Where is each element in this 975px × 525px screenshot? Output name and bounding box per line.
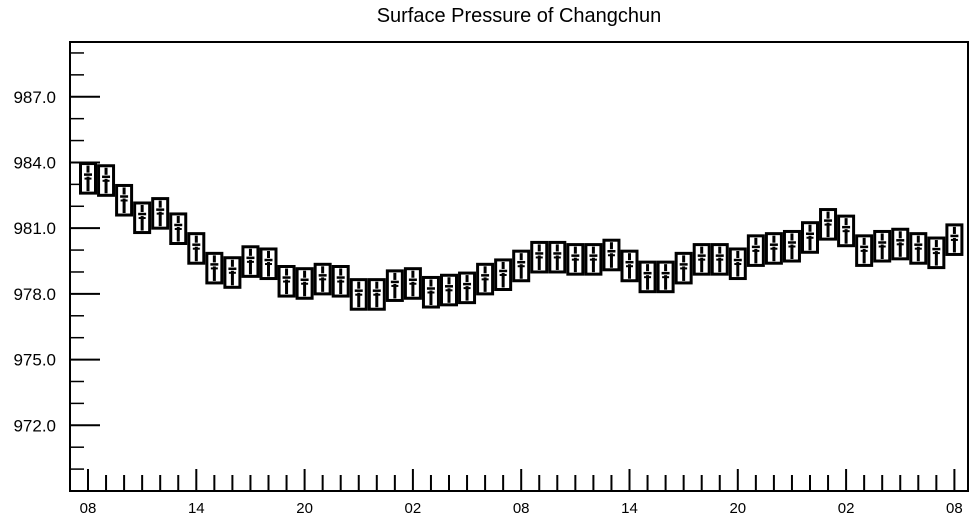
pressure-box bbox=[855, 234, 874, 267]
pressure-box bbox=[241, 245, 260, 278]
x-tick-label: 02 bbox=[838, 500, 855, 517]
x-tick-label: 20 bbox=[296, 500, 313, 517]
x-tick-label: 14 bbox=[188, 500, 205, 517]
pressure-box bbox=[115, 183, 134, 217]
x-tick-label: 08 bbox=[513, 500, 530, 517]
pressure-box bbox=[494, 258, 513, 291]
chart-title: Surface Pressure of Changchun bbox=[377, 5, 662, 27]
pressure-box bbox=[674, 251, 693, 285]
y-tick-label: 987.0 bbox=[13, 88, 56, 107]
pressure-box bbox=[295, 267, 314, 300]
pressure-box bbox=[151, 197, 170, 230]
pressure-box bbox=[746, 234, 765, 267]
pressure-box bbox=[873, 229, 892, 263]
pressure-box bbox=[638, 260, 657, 294]
pressure-box bbox=[187, 232, 206, 265]
pressure-box bbox=[440, 273, 458, 307]
pressure-box bbox=[530, 240, 549, 274]
y-tick-label: 975.0 bbox=[13, 351, 56, 370]
pressure-box bbox=[891, 227, 910, 261]
pressure-box bbox=[656, 260, 675, 294]
pressure-box bbox=[819, 208, 838, 241]
pressure-box bbox=[782, 229, 801, 263]
pressure-box bbox=[548, 240, 567, 274]
pressure-box bbox=[692, 243, 711, 276]
plot-frame bbox=[69, 41, 969, 492]
y-tick-label: 972.0 bbox=[13, 416, 56, 435]
pressure-box bbox=[349, 278, 368, 311]
pressure-box bbox=[458, 271, 477, 305]
pressure-box bbox=[169, 212, 188, 246]
pressure-box bbox=[566, 243, 585, 276]
pressure-box bbox=[710, 243, 729, 276]
pressure-box bbox=[79, 162, 97, 195]
pressure-box bbox=[909, 232, 928, 265]
pressure-box bbox=[764, 232, 783, 265]
y-tick-label: 981.0 bbox=[13, 219, 56, 238]
y-tick-label: 984.0 bbox=[13, 153, 56, 172]
pressure-box bbox=[620, 249, 639, 283]
y-tick-label: 978.0 bbox=[13, 285, 56, 304]
x-tick-label: 14 bbox=[621, 500, 638, 517]
pressure-box bbox=[837, 214, 856, 248]
x-tick-label: 08 bbox=[80, 500, 97, 517]
x-tick-label: 20 bbox=[729, 500, 746, 517]
pressure-box bbox=[801, 221, 819, 254]
x-tick-label: 02 bbox=[405, 500, 422, 517]
pressure-box bbox=[331, 265, 350, 298]
pressure-box bbox=[385, 269, 404, 302]
pressure-box bbox=[584, 243, 603, 276]
pressure-box bbox=[205, 251, 224, 285]
pressure-box bbox=[259, 247, 278, 281]
box-plot-series bbox=[79, 162, 964, 311]
pressure-box bbox=[223, 256, 242, 289]
pressure-box bbox=[313, 262, 332, 296]
x-tick-label: 08 bbox=[946, 500, 963, 517]
pressure-box bbox=[277, 265, 296, 298]
pressure-box bbox=[97, 164, 116, 197]
pressure-box bbox=[403, 267, 422, 300]
pressure-box bbox=[476, 262, 495, 296]
pressure-box bbox=[421, 275, 440, 309]
pressure-box bbox=[512, 249, 531, 283]
pressure-box bbox=[602, 238, 621, 272]
pressure-box bbox=[367, 278, 386, 311]
pressure-box bbox=[728, 247, 747, 281]
pressure-box bbox=[133, 201, 152, 235]
pressure-box bbox=[945, 223, 964, 256]
pressure-box bbox=[927, 236, 946, 270]
